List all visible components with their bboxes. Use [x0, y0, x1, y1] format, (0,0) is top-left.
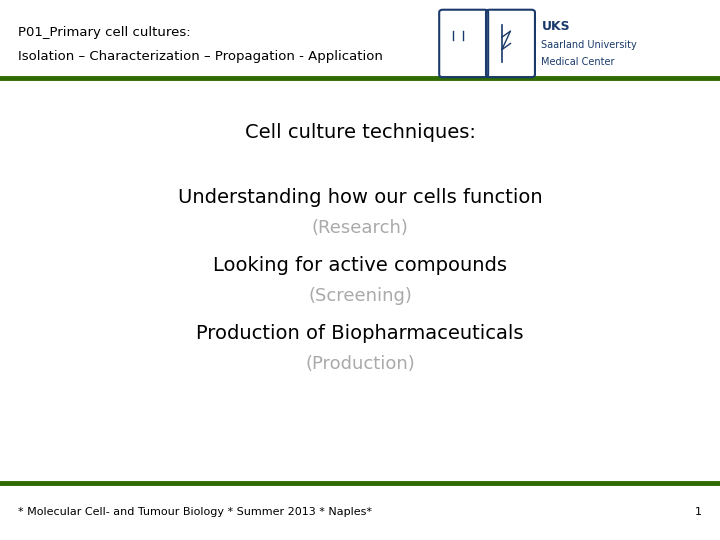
Text: Isolation – Characterization – Propagation - Application: Isolation – Characterization – Propagati…	[18, 50, 383, 63]
Text: (Screening): (Screening)	[308, 287, 412, 305]
Text: (Production): (Production)	[305, 355, 415, 373]
Text: * Molecular Cell- and Tumour Biology * Summer 2013 * Naples*: * Molecular Cell- and Tumour Biology * S…	[18, 507, 372, 517]
Text: (Research): (Research)	[312, 219, 408, 237]
Text: 1: 1	[695, 507, 702, 517]
Text: P01_Primary cell cultures:: P01_Primary cell cultures:	[18, 26, 191, 39]
Text: Looking for active compounds: Looking for active compounds	[213, 256, 507, 275]
Text: UKS: UKS	[541, 19, 570, 32]
Text: Understanding how our cells function: Understanding how our cells function	[178, 187, 542, 207]
Text: Production of Biopharmaceuticals: Production of Biopharmaceuticals	[197, 324, 523, 343]
Text: Saarland University: Saarland University	[541, 40, 637, 50]
Text: Cell culture techniques:: Cell culture techniques:	[245, 123, 475, 142]
Text: Medical Center: Medical Center	[541, 57, 615, 67]
